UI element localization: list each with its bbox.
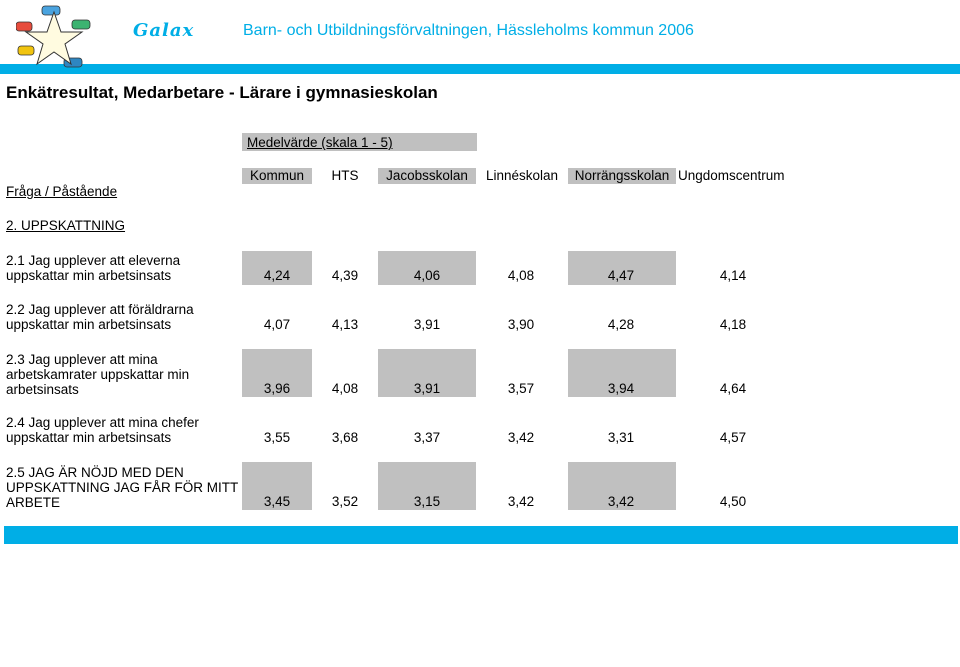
table-cell: 4,39 — [331, 268, 359, 283]
table-cell: 3,31 — [607, 430, 635, 445]
table-row-label: 2.2 Jag upplever att föräldrarna uppskat… — [6, 302, 194, 332]
table-cell: 3,42 — [607, 494, 635, 509]
question-header: Fråga / Påstående — [6, 184, 118, 199]
footer-bar — [4, 526, 958, 544]
table-cell: 3,42 — [507, 430, 535, 445]
table-cell: 4,07 — [263, 317, 291, 332]
page-title: Enkätresultat, Medarbetare - Lärare i gy… — [6, 83, 438, 102]
row-label-line: ARBETE — [6, 495, 61, 510]
table-cell: 4,57 — [719, 430, 747, 445]
cell-bg — [568, 462, 676, 510]
table-cell: 3,90 — [507, 317, 535, 332]
table-row-label: 2.3 Jag upplever att mina arbetskamrater… — [6, 352, 189, 397]
logo-star-icon — [16, 5, 91, 68]
col-bg-kommun — [242, 168, 312, 184]
table-cell: 3,68 — [331, 430, 359, 445]
header-bar — [0, 64, 960, 74]
row-label-line: arbetskamrater uppskattar min — [6, 367, 190, 382]
scale-label: Medelvärde (skala 1 - 5) — [247, 135, 393, 150]
column-header-ungdomscentrum: Ungdomscentrum — [678, 168, 785, 183]
row-label-line: uppskattar min arbetsinsats — [6, 317, 172, 332]
organization-title: Barn- och Utbildningsförvaltningen, Häss… — [243, 22, 694, 39]
table-row-label: 2.5 JAG ÄR NÖJD MED DEN UPPSKATTNING JAG… — [6, 465, 238, 510]
column-header-jacobsskolan: Jacobsskolan — [386, 168, 468, 183]
table-cell: 3,91 — [413, 381, 441, 396]
table-row-label: 2.1 Jag upplever att eleverna uppskattar… — [6, 253, 180, 283]
table-cell: 3,91 — [413, 317, 441, 332]
table-cell: 4,18 — [719, 317, 747, 332]
cell-bg — [378, 349, 476, 397]
table-cell: 3,42 — [507, 494, 535, 509]
table-cell: 3,57 — [507, 381, 535, 396]
cell-bg — [378, 251, 476, 285]
table-cell: 4,08 — [331, 381, 359, 396]
section-heading: 2. UPPSKATTNING — [6, 218, 126, 233]
scale-label-bg — [242, 133, 477, 151]
row-label-line: arbetsinsats — [6, 382, 79, 397]
table-cell: 4,64 — [719, 381, 747, 396]
column-header-hts: HTS — [331, 168, 359, 183]
table-cell: 4,06 — [413, 268, 441, 283]
table-cell: 4,50 — [719, 494, 747, 509]
table-cell: 3,45 — [263, 494, 291, 509]
cell-bg — [378, 462, 476, 510]
row-label-line: 2.4 Jag upplever att mina chefer — [6, 415, 199, 430]
row-label-line: 2.2 Jag upplever att föräldrarna — [6, 302, 194, 317]
cell-bg — [242, 462, 312, 510]
cell-bg — [568, 251, 676, 285]
column-header-linneskolan: Linnéskolan — [485, 168, 559, 183]
column-header-norrangsskolan: Norrängsskolan — [574, 168, 670, 183]
table-cell: 3,52 — [331, 494, 359, 509]
table-cell: 3,15 — [413, 494, 441, 509]
row-label-line: uppskattar min arbetsinsats — [6, 430, 172, 445]
row-label-line: 2.5 JAG ÄR NÖJD MED DEN — [6, 465, 184, 480]
column-header-kommun: Kommun — [249, 168, 305, 183]
table-cell: 3,55 — [263, 430, 291, 445]
table-cell: 4,28 — [607, 317, 635, 332]
table-cell: 4,24 — [263, 268, 291, 283]
brand-logo-text: Galax — [133, 20, 195, 41]
table-cell: 4,47 — [607, 268, 635, 283]
table-cell: 3,37 — [413, 430, 441, 445]
table-cell: 4,14 — [719, 268, 747, 283]
col-bg-jacobsskolan — [378, 168, 476, 184]
row-label-line: UPPSKATTNING JAG FÅR FÖR MITT — [6, 480, 239, 495]
row-label-line: 2.1 Jag upplever att eleverna — [6, 253, 181, 268]
table-cell: 4,13 — [331, 317, 359, 332]
cell-bg — [242, 349, 312, 397]
table-cell: 3,96 — [263, 381, 291, 396]
row-label-line: 2.3 Jag upplever att mina — [6, 352, 158, 367]
table-cell: 4,08 — [507, 268, 535, 283]
row-label-line: uppskattar min arbetsinsats — [6, 268, 172, 283]
col-bg-norrangsskolan — [568, 168, 676, 184]
table-cell: 3,94 — [607, 381, 635, 396]
cell-bg — [568, 349, 676, 397]
table-row-label: 2.4 Jag upplever att mina chefer uppskat… — [6, 415, 199, 445]
cell-bg — [242, 251, 312, 285]
